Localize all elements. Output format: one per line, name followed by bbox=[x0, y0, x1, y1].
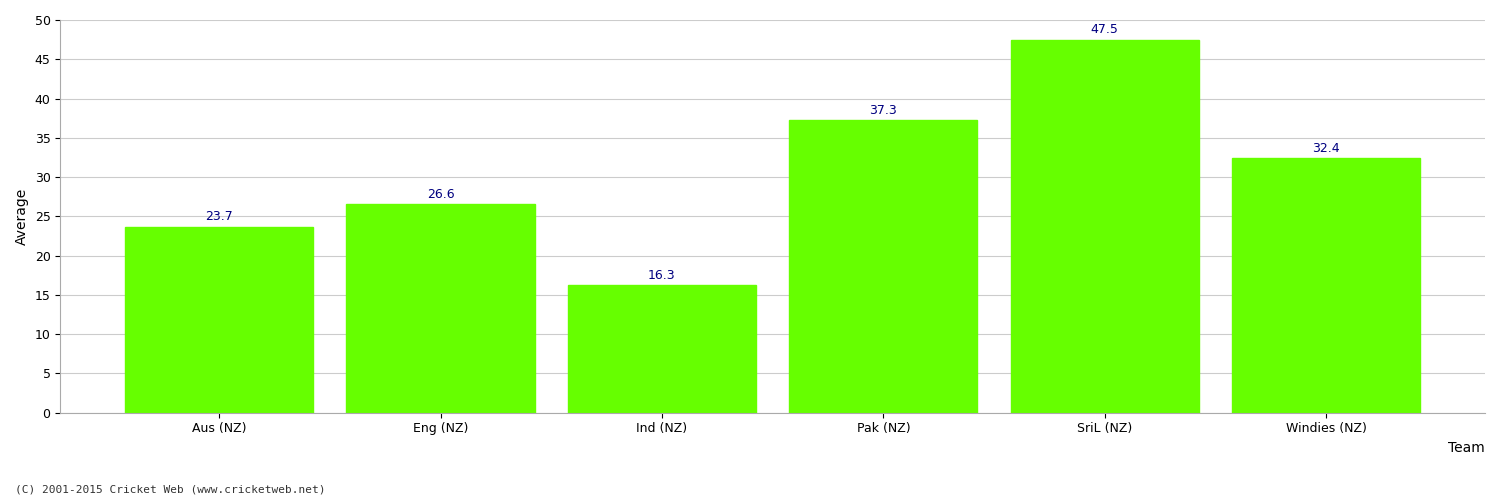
Bar bbox=[1011, 40, 1198, 412]
Text: 26.6: 26.6 bbox=[426, 188, 454, 200]
Text: 37.3: 37.3 bbox=[870, 104, 897, 117]
Bar bbox=[568, 284, 756, 412]
Bar bbox=[346, 204, 534, 412]
Text: 47.5: 47.5 bbox=[1090, 24, 1119, 36]
Bar bbox=[789, 120, 978, 412]
Text: (C) 2001-2015 Cricket Web (www.cricketweb.net): (C) 2001-2015 Cricket Web (www.cricketwe… bbox=[15, 485, 326, 495]
X-axis label: Team: Team bbox=[1448, 441, 1485, 455]
Text: 32.4: 32.4 bbox=[1312, 142, 1340, 155]
Y-axis label: Average: Average bbox=[15, 188, 28, 245]
Text: 23.7: 23.7 bbox=[206, 210, 232, 224]
Bar bbox=[1232, 158, 1420, 412]
Bar bbox=[124, 226, 314, 412]
Text: 16.3: 16.3 bbox=[648, 268, 676, 281]
